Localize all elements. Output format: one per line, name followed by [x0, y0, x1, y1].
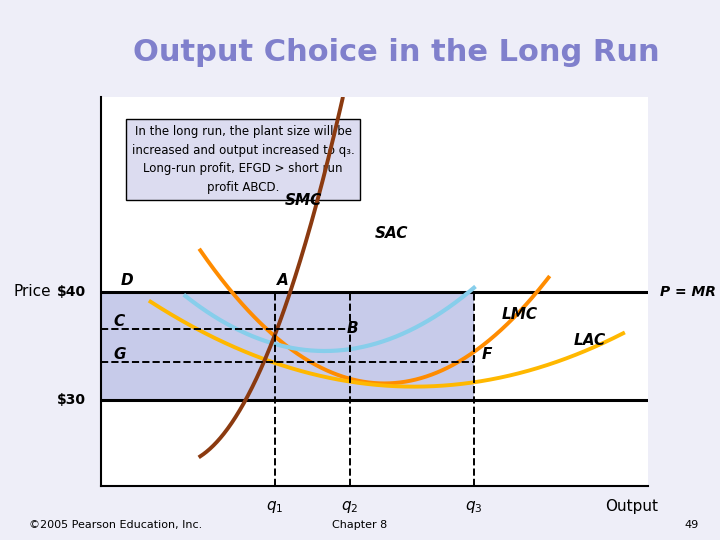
- Text: SMC: SMC: [285, 193, 323, 208]
- Text: G: G: [113, 347, 126, 362]
- Text: F: F: [482, 347, 492, 362]
- Text: P = MR: P = MR: [660, 285, 716, 299]
- Text: LMC: LMC: [501, 307, 537, 322]
- Text: $q_1$: $q_1$: [266, 499, 284, 515]
- Text: Price: Price: [14, 284, 51, 299]
- Text: Output: Output: [605, 499, 658, 514]
- Text: $30: $30: [57, 393, 86, 407]
- Text: Chapter 8: Chapter 8: [333, 520, 387, 530]
- Text: 49: 49: [684, 520, 698, 530]
- Text: LAC: LAC: [573, 333, 606, 348]
- Text: C: C: [113, 314, 125, 329]
- Text: Output Choice in the Long Run: Output Choice in the Long Run: [132, 38, 660, 67]
- Bar: [101, 292, 474, 400]
- Text: A: A: [277, 273, 289, 288]
- Text: In the long run, the plant size will be
increased and output increased to q₃.
Lo: In the long run, the plant size will be …: [132, 125, 354, 194]
- Text: $40: $40: [57, 285, 86, 299]
- Text: SAC: SAC: [374, 226, 408, 241]
- Text: D: D: [121, 273, 133, 288]
- Text: B: B: [347, 321, 359, 336]
- Text: $q_3$: $q_3$: [465, 499, 482, 515]
- Text: ©2005 Pearson Education, Inc.: ©2005 Pearson Education, Inc.: [29, 520, 202, 530]
- Text: $q_2$: $q_2$: [341, 499, 359, 515]
